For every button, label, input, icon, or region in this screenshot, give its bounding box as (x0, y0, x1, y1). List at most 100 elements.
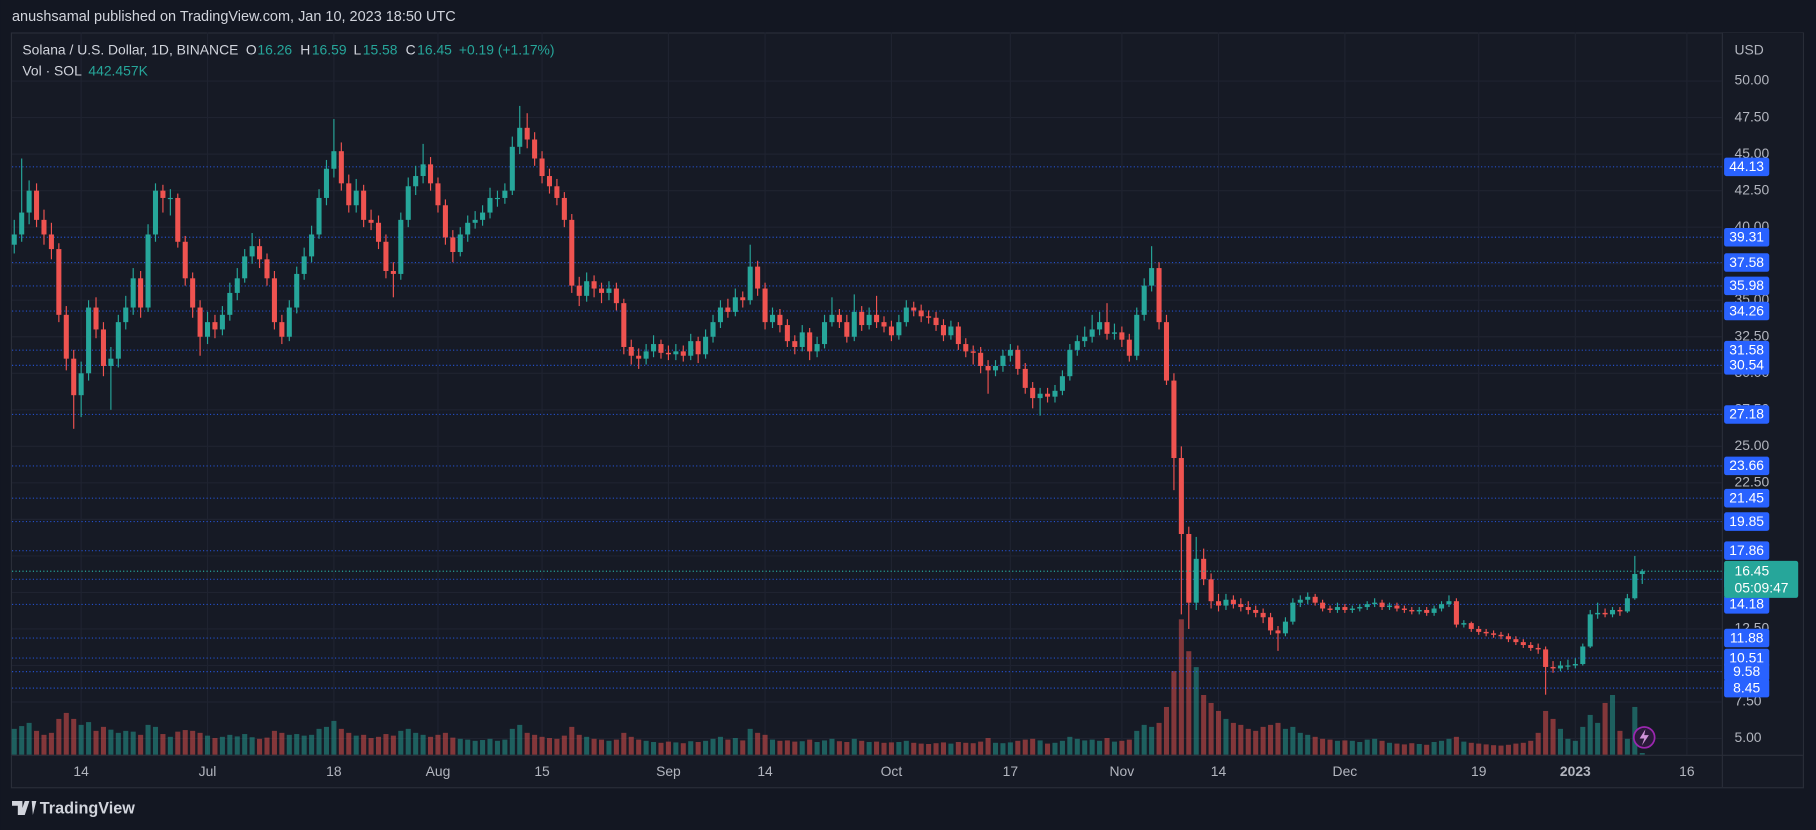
volume-bar (1141, 724, 1147, 755)
candle-body (1580, 646, 1586, 665)
alert-icon[interactable] (1632, 726, 1656, 749)
volume-bar (1409, 743, 1415, 755)
volume-bar (1022, 739, 1028, 755)
volume-bar (346, 732, 352, 755)
candle-body (1639, 571, 1645, 575)
candle-body (271, 278, 277, 323)
candle-body (881, 322, 887, 327)
candle-body (487, 197, 493, 213)
y-tick-label: 47.50 (1735, 108, 1770, 124)
volume-bar (747, 728, 753, 755)
legend-high: 16.59 (312, 42, 347, 58)
volume-bar (108, 729, 114, 755)
volume-bar (963, 742, 969, 755)
candle-body (1312, 596, 1318, 603)
candle-body (1201, 558, 1207, 580)
candle-body (405, 186, 411, 220)
volume-bar (1394, 743, 1400, 755)
candle-body (591, 281, 597, 289)
candle-body (286, 307, 292, 337)
volume-bar (480, 740, 486, 755)
candle-body (725, 307, 731, 312)
level-label: 39.31 (1729, 229, 1764, 245)
candle-body (1045, 393, 1051, 397)
volume-bar (1431, 742, 1437, 755)
level-label-box (1724, 227, 1770, 247)
candle-body (279, 322, 285, 337)
candle-body (888, 326, 894, 336)
candle-body (1178, 458, 1184, 534)
candle-body (413, 176, 419, 187)
volume-bar (896, 742, 902, 755)
candle-body (331, 151, 337, 169)
candle-body (115, 322, 121, 359)
level-label-box (1724, 276, 1770, 296)
volume-bar (1483, 744, 1489, 755)
volume-bar (190, 730, 196, 755)
volume-bar (1178, 619, 1184, 755)
volume-bar (1468, 742, 1474, 755)
candle-body (1022, 368, 1028, 388)
candle-body (546, 176, 553, 187)
volume-bar (457, 738, 463, 755)
volume-bar (1253, 730, 1259, 755)
candle-body (301, 256, 307, 274)
candle-body (1290, 602, 1296, 622)
candle-body (598, 288, 605, 293)
volume-bar (197, 732, 203, 755)
level-label-box (1724, 541, 1770, 560)
volume-bar (1045, 743, 1051, 755)
candle-body (695, 341, 701, 355)
candle-body (636, 355, 642, 359)
level-label-box (1724, 301, 1770, 321)
volume-bar (145, 724, 151, 755)
volume-bar (264, 737, 270, 755)
candle-body (985, 365, 991, 371)
volume-bar (1007, 742, 1013, 755)
legend-close: 16.45 (417, 42, 452, 58)
volume-bar (933, 743, 939, 755)
candle-body (1245, 607, 1251, 610)
volume-bar (888, 742, 894, 755)
candle-body (145, 234, 151, 308)
volume-bar (613, 739, 619, 755)
volume-bar (1461, 741, 1467, 755)
brand-name: TradingView (40, 799, 135, 817)
candle-body (420, 164, 426, 177)
volume-bar (784, 740, 790, 755)
last-price-box (1724, 560, 1799, 598)
level-label: 30.54 (1729, 357, 1764, 373)
candle-body (859, 311, 865, 326)
volume-bar (1498, 745, 1504, 755)
volume-bar (1282, 728, 1288, 755)
volume-bar (160, 734, 166, 755)
candle-body (554, 186, 560, 198)
volume-bar (673, 742, 679, 755)
volume-bar (1535, 732, 1541, 755)
volume-bar (398, 730, 404, 755)
volume-bar (1609, 695, 1616, 755)
level-label-box (1724, 157, 1770, 177)
candle-body (1074, 341, 1080, 350)
candle-body (1468, 623, 1474, 629)
candle-body (1193, 558, 1199, 603)
volume-bar (1134, 730, 1140, 755)
level-label: 19.85 (1729, 513, 1764, 529)
candle-body (242, 256, 248, 279)
volume-bar (26, 722, 32, 755)
candle-body (502, 190, 508, 198)
candle-body (1572, 664, 1578, 666)
candle-body (866, 314, 872, 326)
candle-body (138, 278, 144, 308)
candle-body (836, 314, 842, 323)
volume-bar (286, 734, 292, 755)
volume-bar (212, 738, 218, 755)
candle-body (11, 234, 17, 245)
candle-body (1379, 602, 1385, 608)
volume-bar (643, 740, 649, 755)
volume-bar (851, 738, 857, 755)
volume-bar (19, 726, 25, 755)
level-label: 35.98 (1729, 277, 1764, 293)
candle-body (829, 314, 835, 323)
candle-body (1624, 598, 1630, 612)
